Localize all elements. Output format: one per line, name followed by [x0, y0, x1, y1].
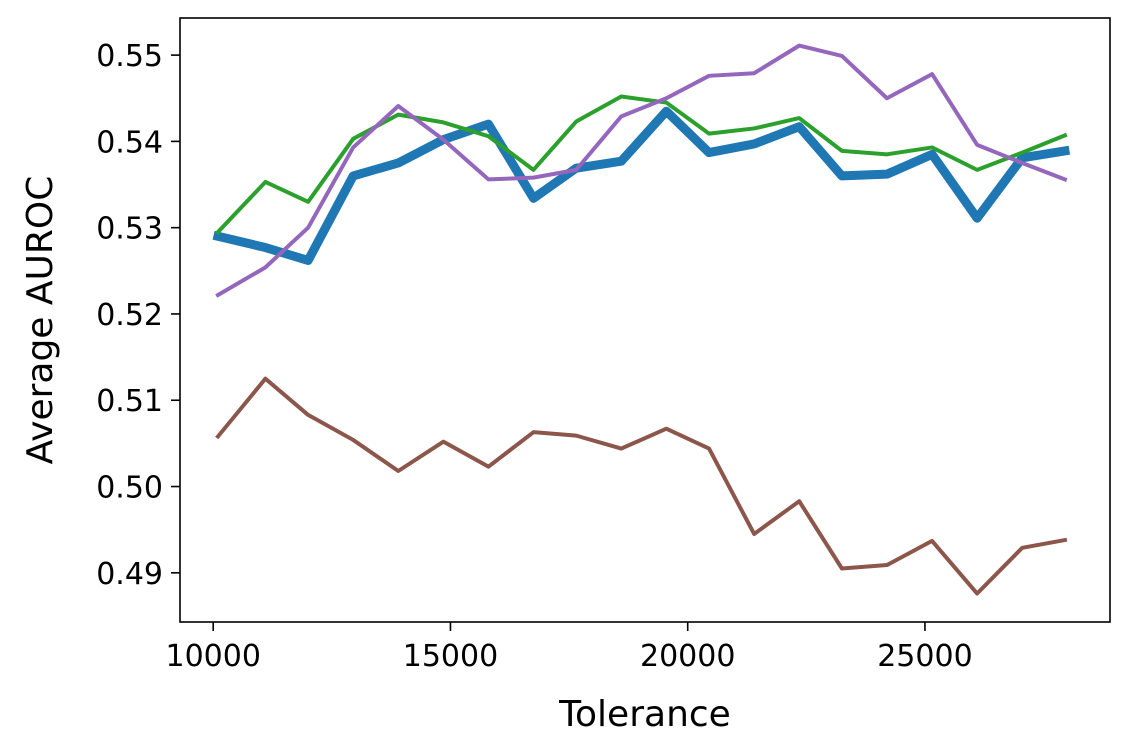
x-axis-label: Tolerance: [558, 694, 731, 735]
series-line-4: [215, 376, 1068, 596]
series-line-3: [215, 43, 1068, 298]
x-tick-label: 25000: [877, 639, 972, 674]
y-tick-label: 0.52: [96, 298, 163, 333]
y-axis-label: Average AUROC: [20, 176, 61, 465]
y-tick-label: 0.53: [96, 212, 163, 247]
series-line-1: [212, 106, 1071, 265]
y-tick-label: 0.55: [96, 39, 163, 74]
x-tick-label: 10000: [165, 639, 260, 674]
y-tick-label: 0.49: [96, 557, 163, 592]
x-axis: 10000 15000 20000 25000: [165, 622, 973, 674]
series-layer: [212, 43, 1071, 596]
x-tick-label: 20000: [640, 639, 735, 674]
y-axis: 0.49 0.50 0.51 0.52 0.53 0.54 0.55: [96, 39, 180, 592]
series-line-2: [215, 94, 1068, 235]
plot-frame: [179, 17, 1111, 623]
y-tick-label: 0.54: [96, 125, 163, 160]
y-tick-label: 0.51: [96, 384, 163, 419]
x-tick-label: 15000: [403, 639, 498, 674]
y-tick-label: 0.50: [96, 471, 163, 506]
